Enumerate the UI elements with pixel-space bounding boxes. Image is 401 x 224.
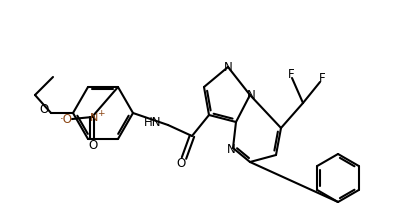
Text: O: O bbox=[40, 103, 49, 116]
Text: N: N bbox=[223, 60, 232, 73]
Text: O: O bbox=[88, 138, 97, 151]
Text: N: N bbox=[226, 142, 235, 155]
Text: N: N bbox=[246, 88, 255, 101]
Text: ·O: ·O bbox=[59, 112, 72, 125]
Text: F: F bbox=[287, 67, 294, 80]
Text: O: O bbox=[176, 157, 185, 170]
Text: F: F bbox=[318, 71, 324, 84]
Text: N: N bbox=[89, 113, 98, 123]
Text: HN: HN bbox=[143, 116, 160, 129]
Text: +: + bbox=[97, 108, 105, 118]
